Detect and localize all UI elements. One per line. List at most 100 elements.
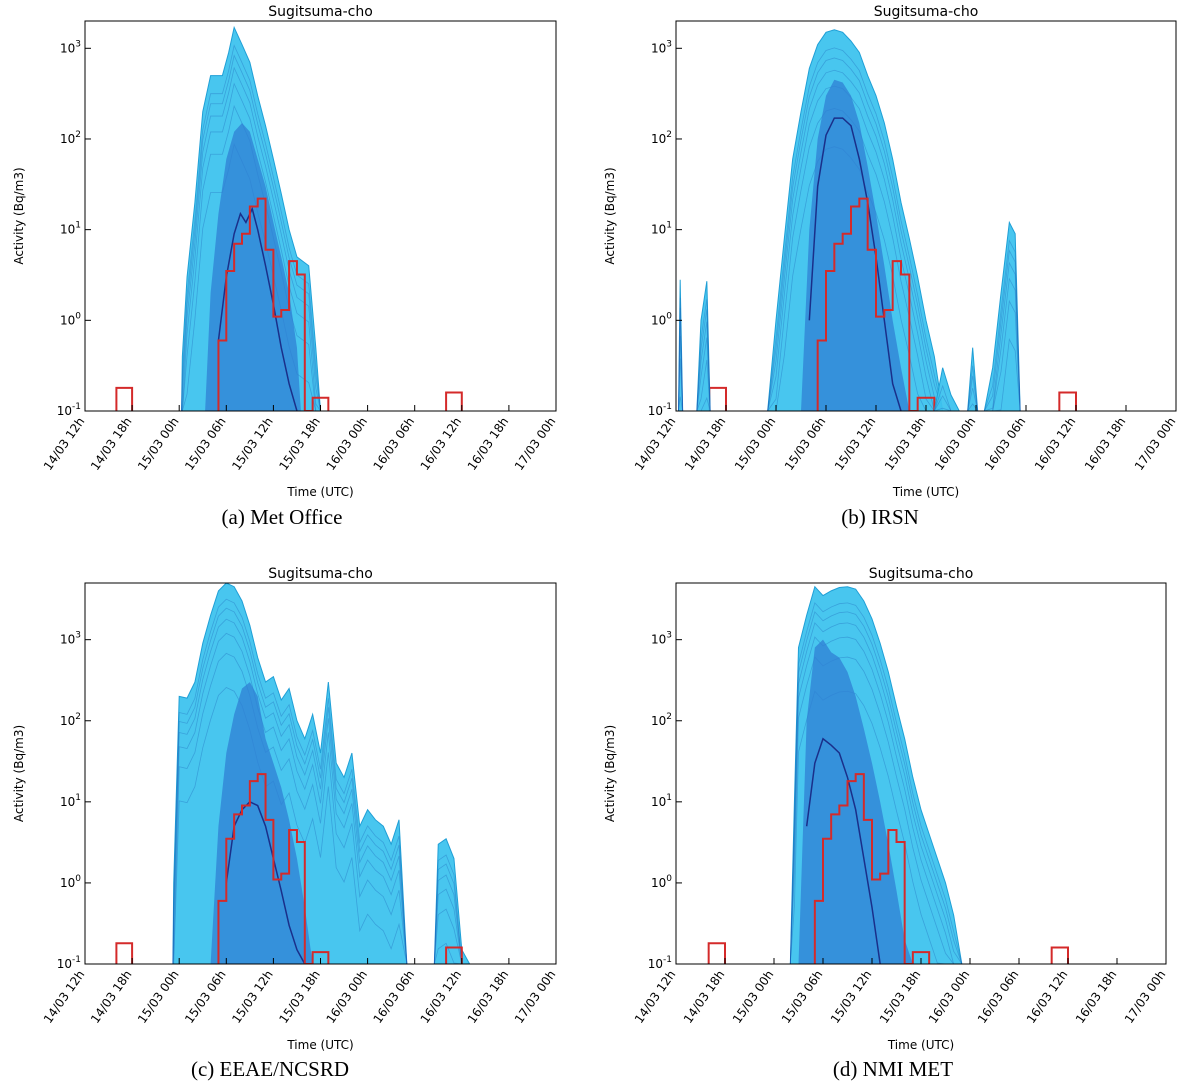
x-tick-label: 16/03 12h	[1024, 968, 1071, 1026]
y-tick-label: 101	[651, 221, 672, 237]
x-tick-label: 16/03 06h	[982, 415, 1029, 473]
y-tick-label: 102	[651, 712, 672, 728]
ensemble-member-line	[696, 309, 711, 411]
chart-panel-1: Sugitsuma-cho 10-1 100 101 102 103 14/03 12h 14…	[12, 4, 558, 529]
ensemble-inner-band	[205, 123, 301, 411]
ensemble-member-line	[433, 908, 470, 964]
x-tick-label: 16/03 18h	[1073, 968, 1120, 1026]
ensemble-member-line	[696, 321, 711, 411]
y-tick-label: 100	[60, 311, 81, 327]
chart-panel-2: Sugitsuma-cho 10-1 100 101 102 103 14/03 12h 14…	[603, 4, 1178, 529]
ensemble-member-line	[984, 338, 1021, 411]
ensemble-median-line	[217, 206, 298, 411]
ensemble-member-line	[172, 652, 408, 964]
y-tick-label: 102	[651, 130, 672, 146]
x-tick-label: 16/03 06h	[371, 415, 418, 473]
x-axis-label: Time (UTC)	[286, 485, 353, 499]
ensemble-member-line	[172, 618, 408, 964]
ensemble-member-line	[433, 863, 470, 964]
x-tick-label: 15/03 06h	[779, 968, 826, 1026]
ensemble-member-line	[967, 365, 979, 411]
y-tick-label: 10-1	[648, 955, 672, 971]
panel-caption: (a) Met Office	[222, 505, 343, 529]
chart-panel-3: Sugitsuma-cho 10-1 100 101 102 103 14/03 12h 14…	[12, 566, 558, 1081]
plot-area	[707, 585, 1069, 964]
y-tick-label: 103	[651, 39, 672, 55]
ensemble-inner-band	[210, 682, 313, 964]
ensemble-member-line	[984, 277, 1021, 411]
x-tick-label: 17/03 00h	[1132, 415, 1179, 473]
x-tick-label: 15/03 18h	[877, 968, 924, 1026]
ensemble-member-line	[678, 396, 684, 411]
ensemble-member-line	[696, 396, 711, 411]
ensemble-envelope	[967, 347, 979, 411]
x-tick-label: 15/03 00h	[135, 415, 182, 473]
x-tick-label: 17/03 00h	[512, 968, 559, 1026]
ensemble-member-line	[789, 636, 962, 964]
x-tick-label: 16/03 00h	[323, 968, 370, 1026]
ensemble-member-line	[172, 598, 408, 964]
x-tick-label: 16/03 18h	[465, 415, 512, 473]
x-tick-label: 16/03 06h	[975, 968, 1022, 1026]
ensemble-member-line	[967, 375, 979, 411]
x-tick-label: 15/03 00h	[730, 968, 777, 1026]
x-tick-label: 14/03 18h	[88, 968, 135, 1026]
y-tick-label: 100	[651, 874, 672, 890]
ensemble-member-line	[433, 854, 470, 964]
x-tick-label: 14/03 18h	[88, 415, 135, 473]
y-axis-label: Activity (Bq/m3)	[603, 725, 617, 822]
y-tick-label: 103	[60, 39, 81, 55]
x-tick-label: 14/03 18h	[681, 968, 728, 1026]
ensemble-member-line	[984, 261, 1021, 411]
y-axis-label: Activity (Bq/m3)	[603, 167, 617, 264]
ensemble-inner-band	[801, 79, 910, 411]
chart-title: Sugitsuma-cho	[268, 4, 373, 20]
ensemble-member-line	[433, 874, 470, 964]
ensemble-median-line	[805, 737, 881, 964]
x-tick-label: 16/03 18h	[1082, 415, 1129, 473]
ensemble-member-line	[696, 299, 711, 411]
ensemble-member-line	[181, 44, 321, 411]
y-tick-label: 103	[651, 631, 672, 647]
ensemble-member-line	[933, 395, 960, 411]
x-axis-label: Time (UTC)	[892, 485, 959, 499]
ensemble-median-line	[808, 117, 902, 411]
x-tick-label: 16/03 06h	[371, 968, 418, 1026]
x-tick-label: 14/03 12h	[41, 968, 88, 1026]
ensemble-member-line	[181, 66, 321, 411]
y-tick-label: 100	[60, 874, 81, 890]
panel-caption: (b) IRSN	[841, 505, 919, 529]
plot-area	[115, 25, 463, 411]
x-tick-label: 14/03 12h	[41, 415, 88, 473]
x-tick-label: 16/03 00h	[926, 968, 973, 1026]
x-tick-label: 16/03 12h	[1032, 415, 1079, 473]
ensemble-member-line	[789, 622, 963, 964]
ensemble-member-line	[172, 687, 408, 964]
y-axis-label: Activity (Bq/m3)	[12, 725, 26, 822]
y-tick-label: 10-1	[57, 955, 81, 971]
ensemble-member-line	[181, 82, 321, 411]
panel-caption: (d) NMI MET	[833, 1057, 953, 1081]
ensemble-envelope	[983, 220, 1021, 411]
chart-title: Sugitsuma-cho	[268, 566, 373, 582]
x-tick-label: 14/03 12h	[632, 968, 679, 1026]
ensemble-member-line	[767, 47, 944, 411]
y-tick-label: 100	[651, 311, 672, 327]
ensemble-member-line	[678, 336, 684, 411]
ensemble-member-line	[172, 607, 408, 964]
ensemble-member-line	[696, 359, 711, 411]
ensemble-member-line	[767, 69, 944, 411]
x-axis-label: Time (UTC)	[887, 1038, 954, 1052]
x-tick-label: 15/03 06h	[182, 968, 229, 1026]
ensemble-envelope	[933, 367, 960, 411]
x-tick-label: 15/03 06h	[182, 415, 229, 473]
x-tick-label: 16/03 12h	[418, 968, 465, 1026]
ensemble-member-line	[933, 384, 960, 411]
x-tick-label: 15/03 12h	[229, 415, 276, 473]
ensemble-member-line	[789, 611, 963, 964]
x-tick-label: 15/03 18h	[276, 968, 323, 1026]
x-tick-label: 15/03 00h	[135, 968, 182, 1026]
y-tick-label: 102	[60, 130, 81, 146]
ensemble-member-line	[983, 239, 1021, 411]
